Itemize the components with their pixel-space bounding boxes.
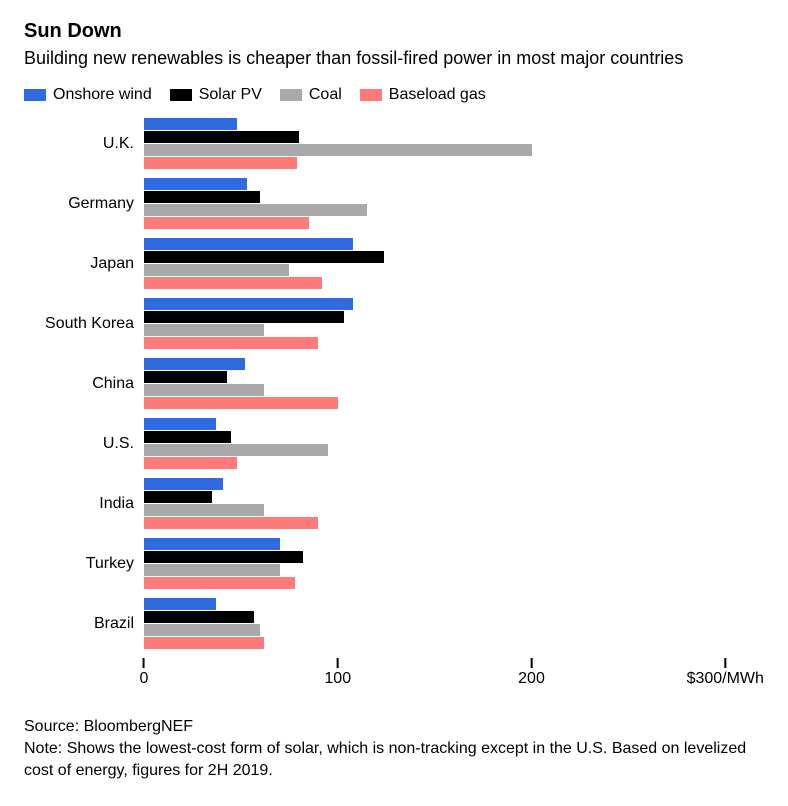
- bar-solar-pv: [144, 431, 231, 443]
- bar-onshore-wind: [144, 118, 237, 130]
- axis-tick: 200: [518, 658, 545, 688]
- legend-swatch: [24, 89, 46, 101]
- tick-label: 100: [324, 670, 351, 688]
- bar-solar-pv: [144, 311, 344, 323]
- country-row: U.S.: [24, 418, 764, 470]
- bar-onshore-wind: [144, 538, 280, 550]
- bar-group: [144, 358, 764, 410]
- country-label: China: [24, 375, 144, 393]
- bar-coal: [144, 204, 367, 216]
- bar-group: [144, 538, 764, 590]
- chart-footer: Source: BloombergNEF Note: Shows the low…: [24, 716, 764, 781]
- bar-coal: [144, 324, 264, 336]
- bar-solar-pv: [144, 491, 212, 503]
- bar-group: [144, 478, 764, 530]
- bar-onshore-wind: [144, 418, 216, 430]
- country-row: Japan: [24, 238, 764, 290]
- legend-label: Coal: [309, 86, 342, 104]
- country-label: South Korea: [24, 315, 144, 333]
- source-text: Source: BloombergNEF: [24, 716, 764, 738]
- bar-onshore-wind: [144, 478, 223, 490]
- bar-group: [144, 418, 764, 470]
- bar-coal: [144, 444, 328, 456]
- bar-coal: [144, 384, 264, 396]
- bar-baseload-gas: [144, 217, 309, 229]
- legend-item: Solar PV: [170, 86, 262, 104]
- tick-label: 0: [140, 670, 149, 688]
- legend-swatch: [360, 89, 382, 101]
- bar-coal: [144, 564, 280, 576]
- bar-group: [144, 298, 764, 350]
- bar-coal: [144, 144, 532, 156]
- country-row: Germany: [24, 178, 764, 230]
- tick-mark: [530, 658, 532, 668]
- country-row: South Korea: [24, 298, 764, 350]
- country-label: U.S.: [24, 435, 144, 453]
- country-label: Japan: [24, 255, 144, 273]
- tick-label: 200: [518, 670, 545, 688]
- bar-group: [144, 118, 764, 170]
- country-label: U.K.: [24, 135, 144, 153]
- country-label: Germany: [24, 195, 144, 213]
- bar-coal: [144, 504, 264, 516]
- bar-baseload-gas: [144, 337, 318, 349]
- bar-coal: [144, 624, 260, 636]
- bar-baseload-gas: [144, 517, 318, 529]
- legend-label: Baseload gas: [389, 86, 486, 104]
- bar-onshore-wind: [144, 598, 216, 610]
- country-row: U.K.: [24, 118, 764, 170]
- country-label: Brazil: [24, 615, 144, 633]
- country-row: India: [24, 478, 764, 530]
- x-axis: 0 100 200 $300/MWh: [24, 658, 764, 698]
- bar-solar-pv: [144, 251, 384, 263]
- bar-onshore-wind: [144, 298, 353, 310]
- bar-group: [144, 178, 764, 230]
- legend-item: Onshore wind: [24, 86, 152, 104]
- legend-swatch: [280, 89, 302, 101]
- bar-solar-pv: [144, 131, 299, 143]
- bar-onshore-wind: [144, 238, 353, 250]
- bar-group: [144, 598, 764, 650]
- axis-tick: 100: [324, 658, 351, 688]
- note-text: Note: Shows the lowest-cost form of sola…: [24, 738, 764, 781]
- tick-label: $300/MWh: [687, 670, 764, 688]
- chart-title: Sun Down: [24, 20, 764, 43]
- bar-baseload-gas: [144, 457, 237, 469]
- bar-solar-pv: [144, 611, 254, 623]
- country-label: India: [24, 495, 144, 513]
- bar-baseload-gas: [144, 397, 338, 409]
- bar-onshore-wind: [144, 358, 245, 370]
- bar-baseload-gas: [144, 637, 264, 649]
- country-row: Brazil: [24, 598, 764, 650]
- tick-mark: [143, 658, 145, 668]
- tick-mark: [337, 658, 339, 668]
- country-row: Turkey: [24, 538, 764, 590]
- chart-subtitle: Building new renewables is cheaper than …: [24, 47, 764, 70]
- legend-label: Solar PV: [199, 86, 262, 104]
- bar-solar-pv: [144, 551, 303, 563]
- legend-item: Baseload gas: [360, 86, 486, 104]
- bar-baseload-gas: [144, 277, 322, 289]
- bar-chart: U.K. Germany Japan South Korea China U.S. Indi…: [24, 118, 764, 650]
- legend-label: Onshore wind: [53, 86, 152, 104]
- legend-swatch: [170, 89, 192, 101]
- tick-mark: [724, 658, 726, 668]
- bar-solar-pv: [144, 191, 260, 203]
- country-label: Turkey: [24, 555, 144, 573]
- bar-baseload-gas: [144, 157, 297, 169]
- legend: Onshore wind Solar PV Coal Baseload gas: [24, 86, 764, 104]
- bar-solar-pv: [144, 371, 227, 383]
- bar-onshore-wind: [144, 178, 247, 190]
- bar-group: [144, 238, 764, 290]
- axis-tick: 0: [140, 658, 149, 688]
- bar-coal: [144, 264, 289, 276]
- axis-tick: $300/MWh: [687, 658, 764, 688]
- legend-item: Coal: [280, 86, 342, 104]
- country-row: China: [24, 358, 764, 410]
- bar-baseload-gas: [144, 577, 295, 589]
